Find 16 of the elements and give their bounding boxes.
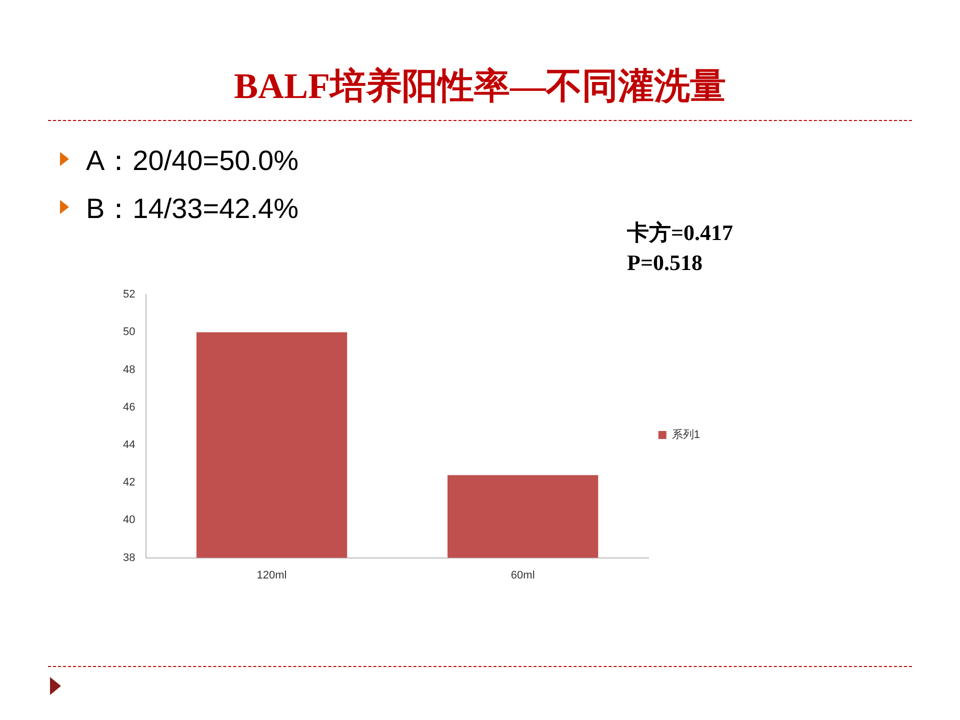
y-tick-label: 50 <box>122 326 136 338</box>
text: 卡方=0.417 <box>627 219 734 247</box>
y-tick-label: 38 <box>122 552 136 564</box>
legend-label: 系列1 <box>672 428 700 442</box>
y-tick-label: 44 <box>122 439 136 452</box>
text: A：20/40=50.0% <box>86 144 298 178</box>
y-tick-label: 40 <box>122 514 136 526</box>
y-tick-label: 48 <box>122 364 136 376</box>
x-tick-label: 60ml <box>510 569 535 582</box>
chart-title: BALF培养阳性率—不同灌洗量 <box>232 65 727 108</box>
y-tick-label: 42 <box>122 476 136 489</box>
y-tick-label: 52 <box>122 288 136 301</box>
x-tick-label: 120ml <box>256 569 287 582</box>
text: B：14/33=42.4% <box>86 192 298 226</box>
y-tick-label: 46 <box>122 401 136 414</box>
text: P=0.518 <box>627 250 702 276</box>
